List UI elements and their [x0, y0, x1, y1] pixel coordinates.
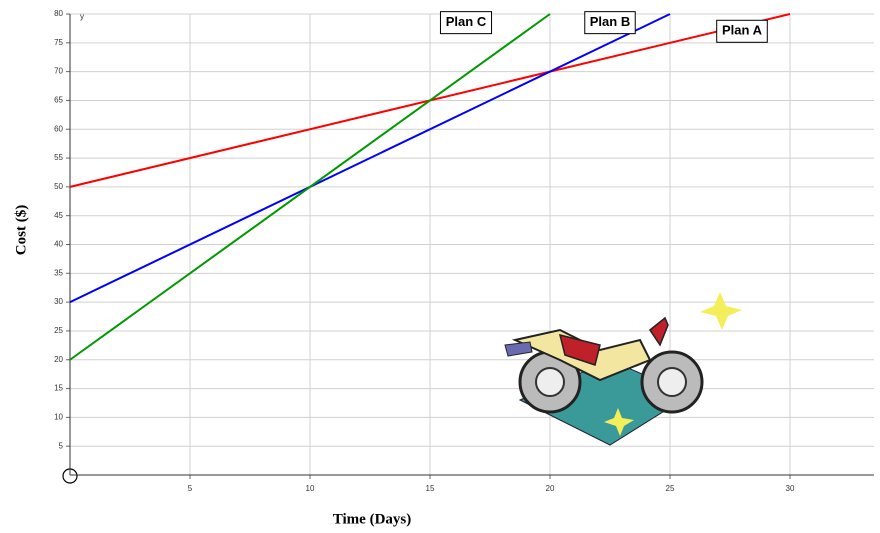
- x-axis-title: Time (Days): [333, 511, 411, 527]
- x-tick-label: 20: [546, 484, 555, 493]
- series-label-text: Plan A: [722, 23, 763, 38]
- y-tick-label: 45: [54, 211, 63, 220]
- x-tick-label: 25: [666, 484, 675, 493]
- y-tick-label: 30: [54, 297, 63, 306]
- y-tick-label: 75: [54, 38, 63, 47]
- line: [69, 13, 671, 304]
- y-tick-label: 35: [54, 268, 63, 277]
- x-tick-label: 5: [188, 484, 193, 493]
- y-tick-label: 20: [54, 355, 63, 364]
- y-tick-label: 70: [54, 67, 63, 76]
- motorcycle-clipart: [504, 292, 742, 446]
- y-tick-label: 80: [54, 9, 63, 18]
- y-tick-label: 10: [54, 412, 63, 421]
- y-axis-title: Cost ($): [13, 205, 29, 255]
- line: [69, 13, 551, 361]
- axis-symbol: y: [80, 12, 84, 21]
- y-tick-label: 5: [59, 441, 64, 450]
- series-label-box: [716, 19, 768, 43]
- x-tick-label: 15: [426, 484, 435, 493]
- x-tick-label: 30: [786, 484, 795, 493]
- y-tick-label: 50: [54, 182, 63, 191]
- y-tick-label: 25: [54, 326, 63, 335]
- y-tick-label: 65: [54, 96, 63, 105]
- y-tick-label: 55: [54, 153, 63, 162]
- series-label-text: Plan B: [590, 14, 630, 29]
- y-tick-label: 40: [54, 240, 63, 249]
- y-tick-label: 15: [54, 384, 63, 393]
- x-tick-label: 10: [306, 484, 315, 493]
- series-label-box: [439, 11, 493, 35]
- series-label-box: [584, 11, 636, 35]
- series-label-text: Plan C: [446, 14, 487, 29]
- y-tick-label: 60: [54, 124, 63, 133]
